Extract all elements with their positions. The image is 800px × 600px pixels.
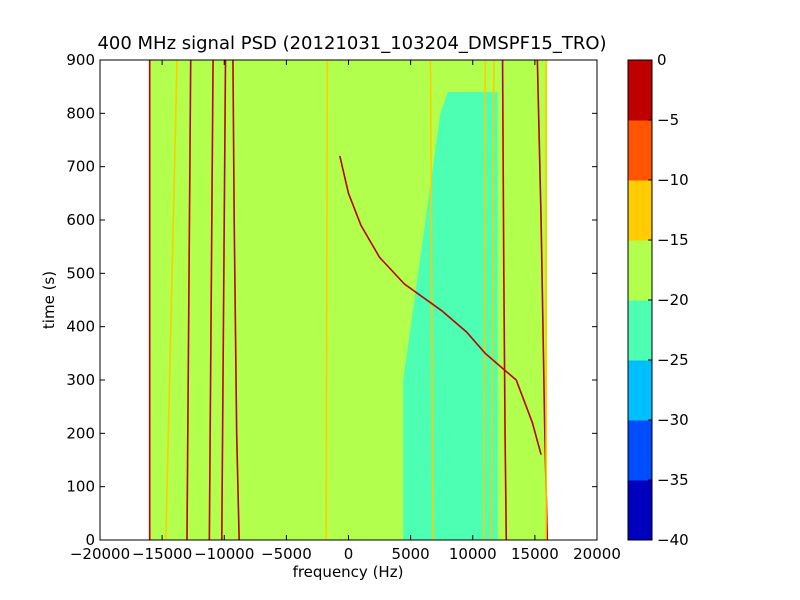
- colorbar-tick-label: −10: [657, 171, 689, 189]
- spectrogram: [148, 59, 549, 541]
- carrier-line: [325, 59, 329, 541]
- y-tick-label: 200: [66, 424, 95, 442]
- colorbar-segment: [628, 120, 652, 181]
- colorbar: −40 −35 −30 −25 −20 −15 −10 −5 0: [627, 51, 689, 549]
- x-tick-label: 10000: [449, 545, 497, 563]
- colorbar-segment: [628, 60, 652, 121]
- colorbar-tick-label: −20: [657, 291, 689, 309]
- x-axis: −20000 −15000 −10000 −5000 0 5000 10000 15000 20…: [70, 60, 621, 563]
- colorbar-tick-label: −15: [657, 231, 689, 249]
- x-tick-label: −10000: [194, 545, 254, 563]
- carrier-line: [232, 59, 240, 541]
- y-tick-label: 400: [66, 318, 95, 336]
- y-tick-label: 600: [66, 211, 95, 229]
- x-tick-label: 5000: [392, 545, 430, 563]
- y-tick-label: 0: [85, 531, 95, 549]
- carrier-line: [490, 59, 495, 541]
- colorbar-tick-label: 0: [657, 51, 667, 69]
- carrier-line: [165, 59, 178, 541]
- carrier-line: [429, 59, 434, 541]
- carrier-line: [220, 59, 227, 541]
- carrier-line: [483, 59, 486, 541]
- colorbar-segment: [628, 180, 652, 241]
- x-tick-label: −15000: [132, 545, 192, 563]
- colorbar-tick-label: −40: [657, 531, 689, 549]
- y-axis-label: time (s): [40, 271, 58, 329]
- y-tick-label: 800: [66, 104, 95, 122]
- colorbar-tick-label: −35: [657, 471, 689, 489]
- carrier-line: [501, 59, 508, 541]
- x-tick-label: −5000: [261, 545, 312, 563]
- y-axis: 0 100 200 300 400 500 600 700 800 900: [66, 51, 597, 549]
- x-tick-label: 15000: [511, 545, 559, 563]
- y-tick-label: 700: [66, 158, 95, 176]
- colorbar-segment: [628, 240, 652, 301]
- carrier-line: [208, 59, 214, 541]
- y-tick-label: 300: [66, 371, 95, 389]
- y-tick-label: 100: [66, 478, 95, 496]
- plot-area: −20000 −15000 −10000 −5000 0 5000 10000 15000 20…: [66, 51, 621, 563]
- chart-title: 400 MHz signal PSD (20121031_103204_DMSP…: [97, 33, 606, 54]
- x-tick-label: 20000: [573, 545, 621, 563]
- x-axis-label: frequency (Hz): [293, 563, 404, 581]
- carrier-line: [186, 59, 192, 541]
- y-tick-label: 900: [66, 51, 95, 69]
- colorbar-segment: [628, 480, 652, 541]
- quiet-band: [403, 92, 498, 540]
- x-tick-label: −20000: [70, 545, 130, 563]
- x-tick-label: 0: [344, 545, 354, 563]
- colorbar-tick-label: −5: [657, 111, 679, 129]
- colorbar-segment: [628, 420, 652, 481]
- colorbar-segment: [628, 300, 652, 361]
- colorbar-tick-label: −30: [657, 411, 689, 429]
- colorbar-tick-label: −25: [657, 351, 689, 369]
- y-tick-label: 500: [66, 264, 95, 282]
- doppler-trace: [339, 155, 542, 455]
- colorbar-segment: [628, 360, 652, 421]
